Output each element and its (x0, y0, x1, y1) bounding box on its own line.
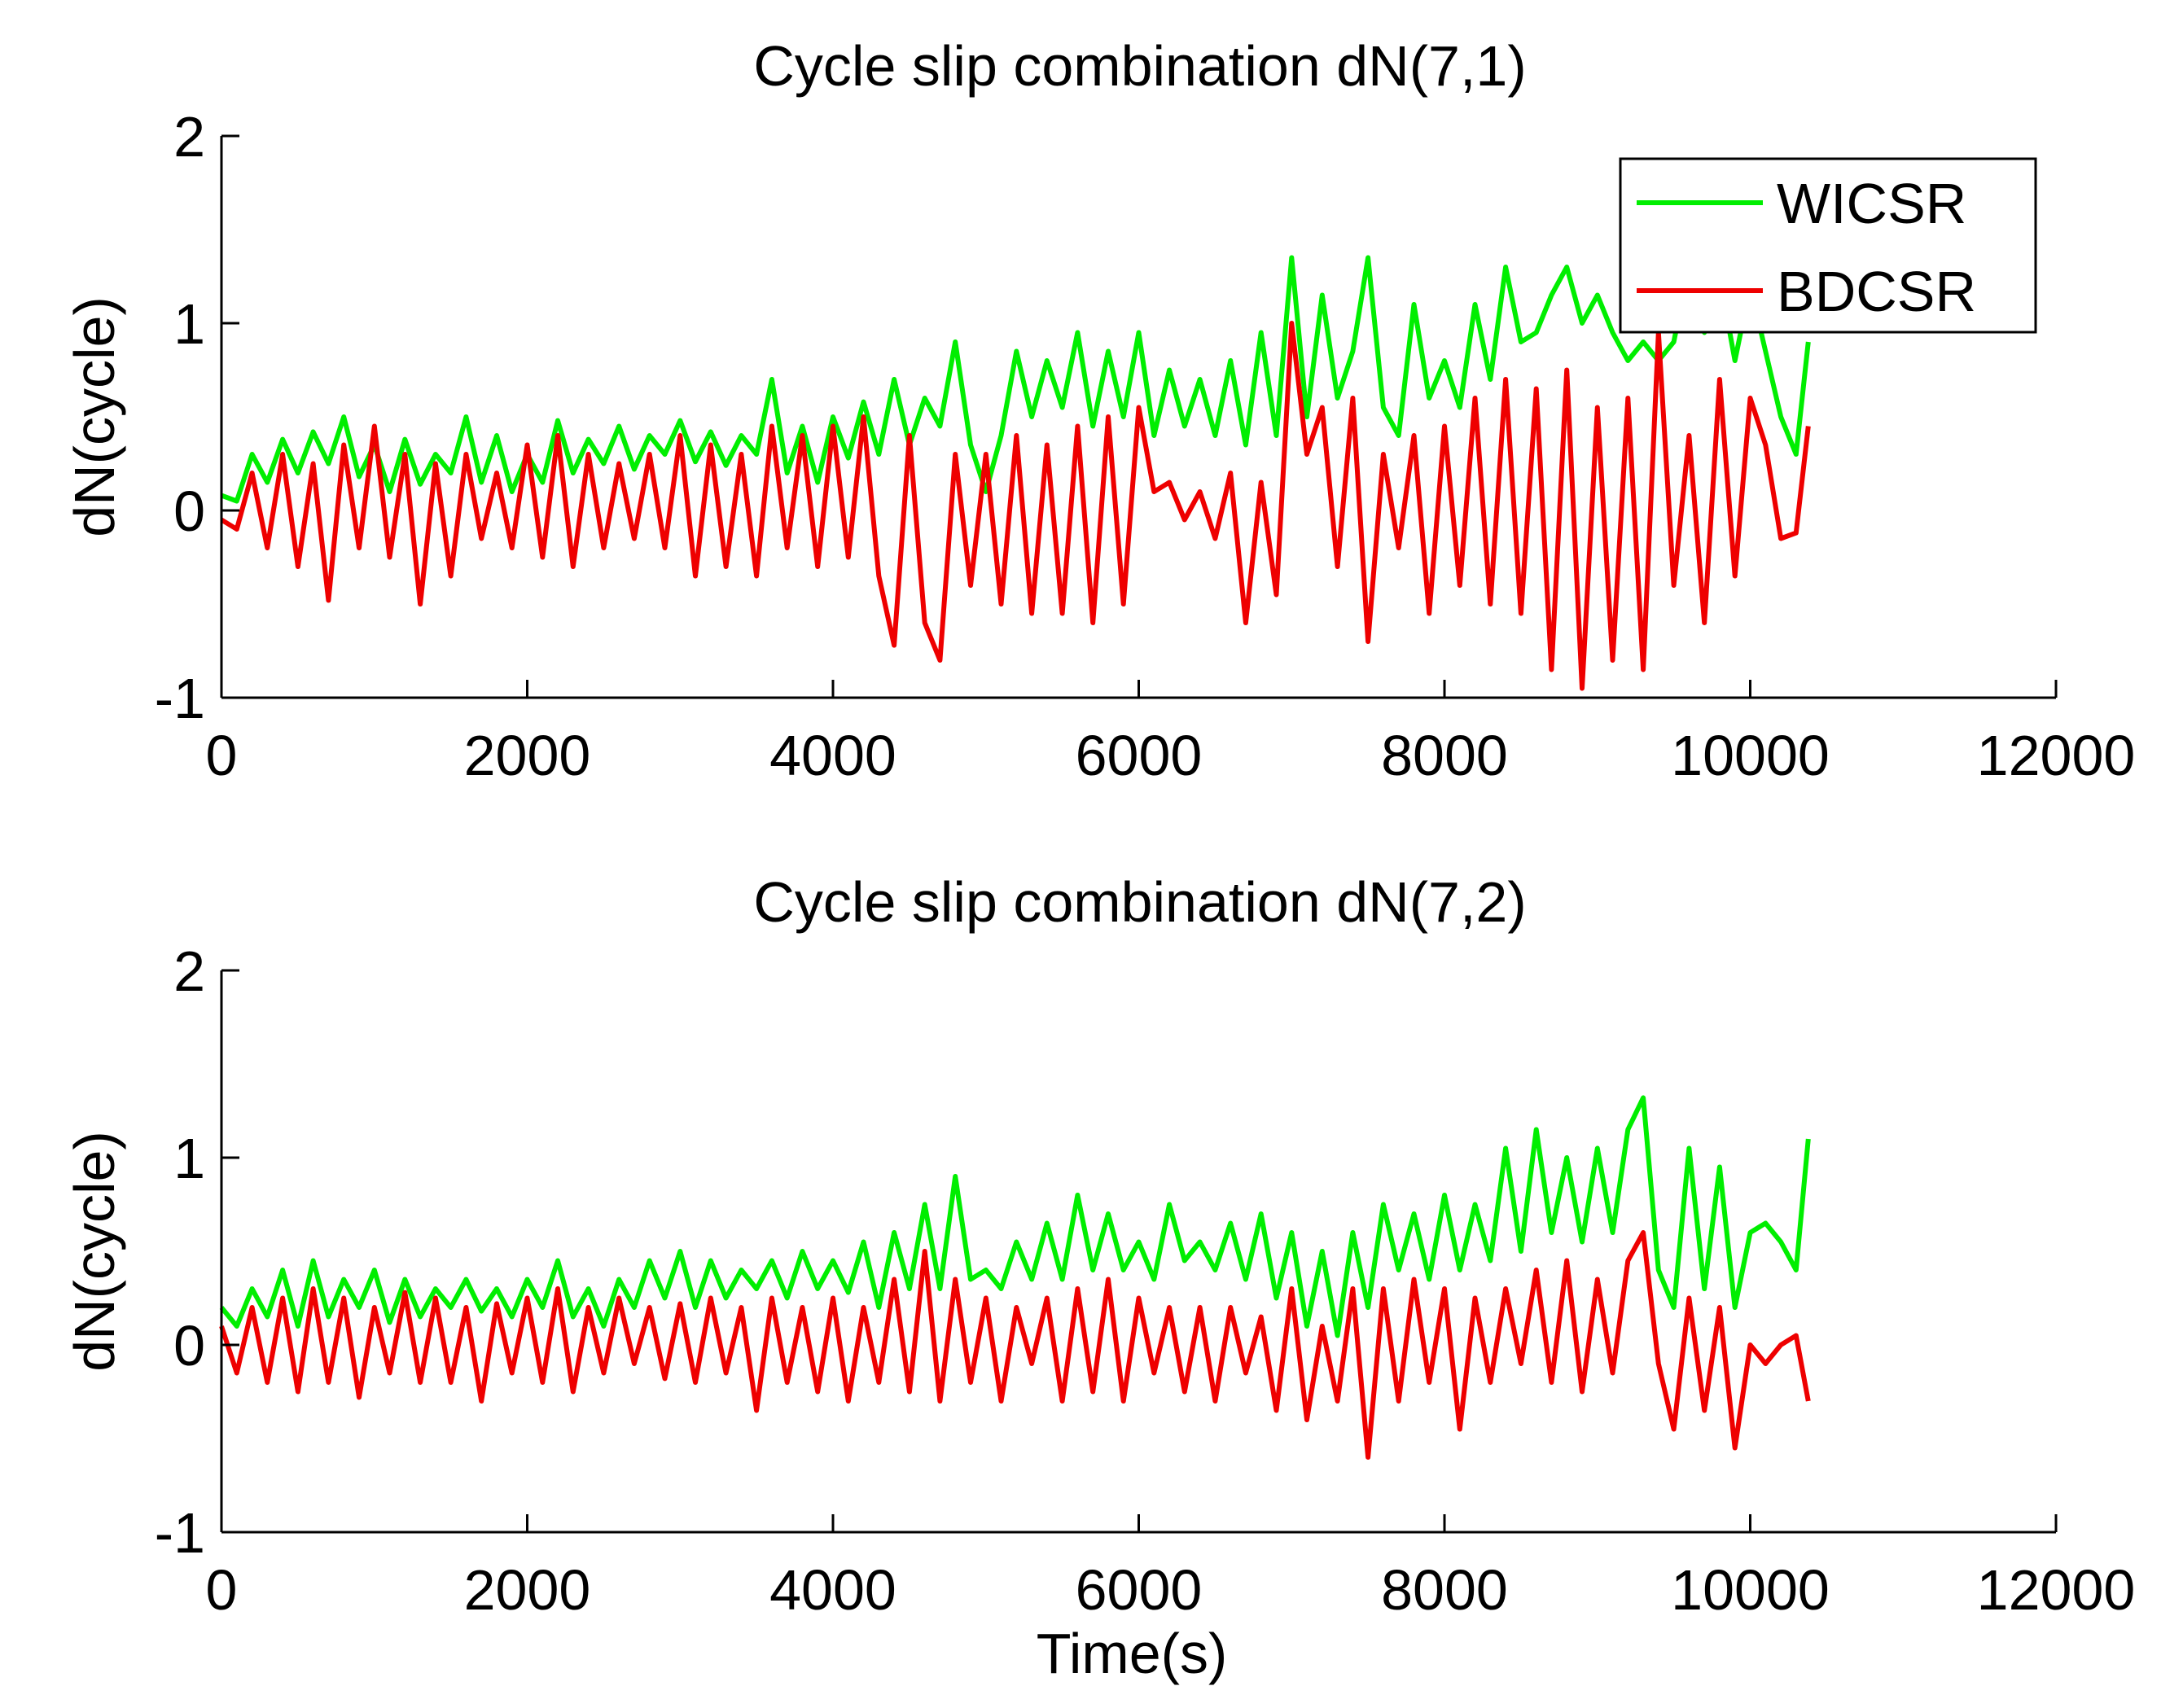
chart-top: Cycle slip combination dN(7,1) dN(cycle)… (63, 34, 2135, 787)
legend-box (1619, 157, 2037, 334)
legend: WICSR BDCSR (1619, 157, 2037, 334)
x-tick-label: 0 (206, 724, 238, 787)
series-line-bdcsr (219, 1230, 1811, 1460)
chart-title: Cycle slip combination dN(7,2) (753, 870, 1526, 934)
series-layer (219, 1095, 1811, 1460)
x-tick-label: 6000 (1076, 1558, 1203, 1622)
x-tick-label: 8000 (1381, 724, 1508, 787)
y-tick-label: 2 (173, 939, 205, 1003)
x-tick-label: 10000 (1671, 1558, 1830, 1622)
y-tick-label: -1 (155, 1501, 205, 1565)
y-tick-label: 2 (173, 105, 205, 169)
y-tick-label: 0 (173, 480, 205, 543)
x-tick-label: 4000 (769, 724, 896, 787)
chart-bottom: Cycle slip combination dN(7,2) dN(cycle)… (63, 870, 2135, 1685)
legend-label-bdcsr: BDCSR (1777, 260, 1976, 323)
x-tick-label: 4000 (769, 1558, 896, 1622)
y-axis-label: dN(cycle) (63, 1131, 126, 1372)
legend-label-wicsr: WICSR (1777, 172, 1966, 235)
series-line-bdcsr (220, 321, 1811, 691)
x-tick-label: 12000 (1977, 1558, 2136, 1622)
x-tick-label: 8000 (1381, 1558, 1508, 1622)
chart-title: Cycle slip combination dN(7,1) (753, 34, 1526, 98)
x-tick-label: 10000 (1671, 724, 1830, 787)
y-axis-label: dN(cycle) (63, 296, 126, 537)
x-tick-label: 0 (206, 1558, 238, 1622)
x-tick-label: 12000 (1977, 724, 2136, 787)
y-tick-label: 0 (173, 1314, 205, 1377)
y-tick-label: -1 (155, 667, 205, 730)
y-tick-label: 1 (173, 1127, 205, 1190)
series-layer (220, 255, 1811, 691)
y-tick-label: 1 (173, 292, 205, 356)
x-axis-label: Time(s) (1037, 1622, 1228, 1685)
x-tick-label: 2000 (464, 724, 591, 787)
x-tick-label: 2000 (464, 1558, 591, 1622)
series-line-wicsr (219, 1095, 1811, 1338)
x-tick-label: 6000 (1076, 724, 1203, 787)
series-line-wicsr (220, 255, 1811, 504)
